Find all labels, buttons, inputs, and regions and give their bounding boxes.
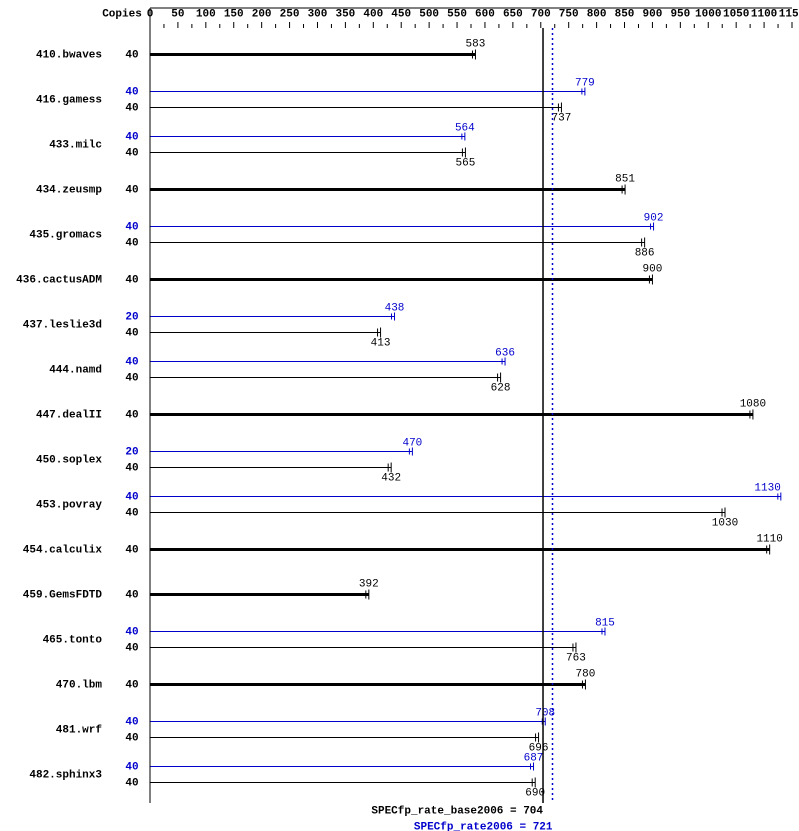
- benchmark-label: 453.povray: [36, 499, 102, 511]
- base-value: 851: [615, 174, 635, 186]
- base-value: 737: [552, 113, 572, 125]
- x-tick-label: 800: [587, 8, 607, 20]
- base-copies: 40: [125, 147, 138, 159]
- peak-value: 564: [455, 123, 475, 135]
- benchmark-label: 465.tonto: [43, 634, 103, 646]
- base-value: 900: [643, 264, 663, 276]
- benchmark-label: 450.soplex: [36, 454, 102, 466]
- base-copies: 40: [125, 777, 138, 789]
- x-tick-label: 200: [252, 8, 272, 20]
- x-tick-label: 50: [171, 8, 184, 20]
- benchmark-label: 437.leslie3d: [23, 319, 102, 331]
- peak-copies: 20: [125, 446, 138, 458]
- x-tick-label: 700: [531, 8, 551, 20]
- base-value: 628: [491, 383, 511, 395]
- benchmark-label: 434.zeusmp: [36, 184, 102, 196]
- base-copies: 40: [125, 544, 138, 556]
- base-value: 392: [359, 579, 379, 591]
- x-tick-label: 550: [447, 8, 467, 20]
- peak-copies: 40: [125, 626, 138, 638]
- benchmark-label: 433.milc: [49, 139, 102, 151]
- peak-copies: 40: [125, 221, 138, 233]
- base-value: 432: [381, 473, 401, 485]
- spec-rate-chart: 0501001502002503003504004505005506006507…: [0, 0, 799, 831]
- base-copies: 40: [125, 462, 138, 474]
- base-copies: 40: [125, 642, 138, 654]
- x-tick-label: 1150: [779, 8, 799, 20]
- benchmark-label: 454.calculix: [23, 544, 103, 556]
- summary-label: SPECfp_rate2006 = 721: [414, 821, 553, 831]
- x-tick-label: 150: [224, 8, 244, 20]
- base-value: 583: [466, 39, 486, 51]
- x-tick-label: 450: [391, 8, 411, 20]
- chart-svg: 0501001502002503003504004505005506006507…: [0, 0, 799, 831]
- base-copies: 40: [125, 372, 138, 384]
- x-tick-label: 600: [475, 8, 495, 20]
- x-tick-label: 1100: [751, 8, 777, 20]
- base-value: 780: [576, 669, 596, 681]
- summary-label: SPECfp_rate_base2006 = 704: [371, 805, 543, 817]
- base-copies: 40: [125, 507, 138, 519]
- base-copies: 40: [125, 589, 138, 601]
- copies-header: Copies: [102, 8, 142, 20]
- x-tick-label: 500: [419, 8, 439, 20]
- peak-copies: 40: [125, 761, 138, 773]
- benchmark-label: 470.lbm: [56, 679, 103, 691]
- peak-value: 636: [495, 348, 515, 360]
- benchmark-label: 444.namd: [49, 364, 102, 376]
- base-value: 763: [566, 653, 586, 665]
- x-tick-label: 300: [308, 8, 328, 20]
- benchmark-label: 435.gromacs: [29, 229, 102, 241]
- x-tick-label: 100: [196, 8, 216, 20]
- peak-value: 1130: [754, 483, 780, 495]
- x-tick-label: 250: [280, 8, 300, 20]
- peak-value: 687: [524, 753, 544, 765]
- benchmark-label: 482.sphinx3: [29, 769, 102, 781]
- base-copies: 40: [125, 732, 138, 744]
- x-tick-label: 1050: [723, 8, 749, 20]
- base-copies: 40: [125, 679, 138, 691]
- base-value: 1110: [756, 534, 782, 546]
- benchmark-label: 459.GemsFDTD: [23, 589, 103, 601]
- x-tick-label: 750: [559, 8, 579, 20]
- peak-value: 438: [385, 303, 405, 315]
- x-tick-label: 1000: [695, 8, 721, 20]
- base-value: 886: [635, 248, 655, 260]
- base-value: 1080: [740, 399, 766, 411]
- base-value: 690: [525, 788, 545, 800]
- base-copies: 40: [125, 184, 138, 196]
- benchmark-label: 416.gamess: [36, 94, 102, 106]
- peak-value: 815: [595, 618, 615, 630]
- peak-value: 470: [402, 438, 422, 450]
- peak-value: 779: [575, 78, 595, 90]
- peak-copies: 40: [125, 716, 138, 728]
- benchmark-label: 481.wrf: [56, 724, 103, 736]
- x-tick-label: 400: [363, 8, 383, 20]
- base-copies: 40: [125, 102, 138, 114]
- base-value: 1030: [712, 518, 738, 530]
- base-copies: 40: [125, 327, 138, 339]
- base-value: 413: [371, 338, 391, 350]
- x-tick-label: 350: [335, 8, 355, 20]
- peak-copies: 40: [125, 86, 138, 98]
- base-copies: 40: [125, 237, 138, 249]
- benchmark-label: 436.cactusADM: [16, 274, 102, 286]
- peak-copies: 40: [125, 356, 138, 368]
- x-tick-label: 650: [503, 8, 523, 20]
- x-tick-label: 900: [643, 8, 663, 20]
- peak-value: 902: [644, 213, 664, 225]
- x-tick-label: 950: [670, 8, 690, 20]
- peak-copies: 20: [125, 311, 138, 323]
- peak-copies: 40: [125, 131, 138, 143]
- benchmark-label: 410.bwaves: [36, 49, 102, 61]
- base-copies: 40: [125, 49, 138, 61]
- benchmark-label: 447.dealII: [36, 409, 102, 421]
- base-copies: 40: [125, 274, 138, 286]
- peak-copies: 40: [125, 491, 138, 503]
- base-copies: 40: [125, 409, 138, 421]
- x-tick-label: 850: [615, 8, 635, 20]
- base-value: 565: [456, 158, 476, 170]
